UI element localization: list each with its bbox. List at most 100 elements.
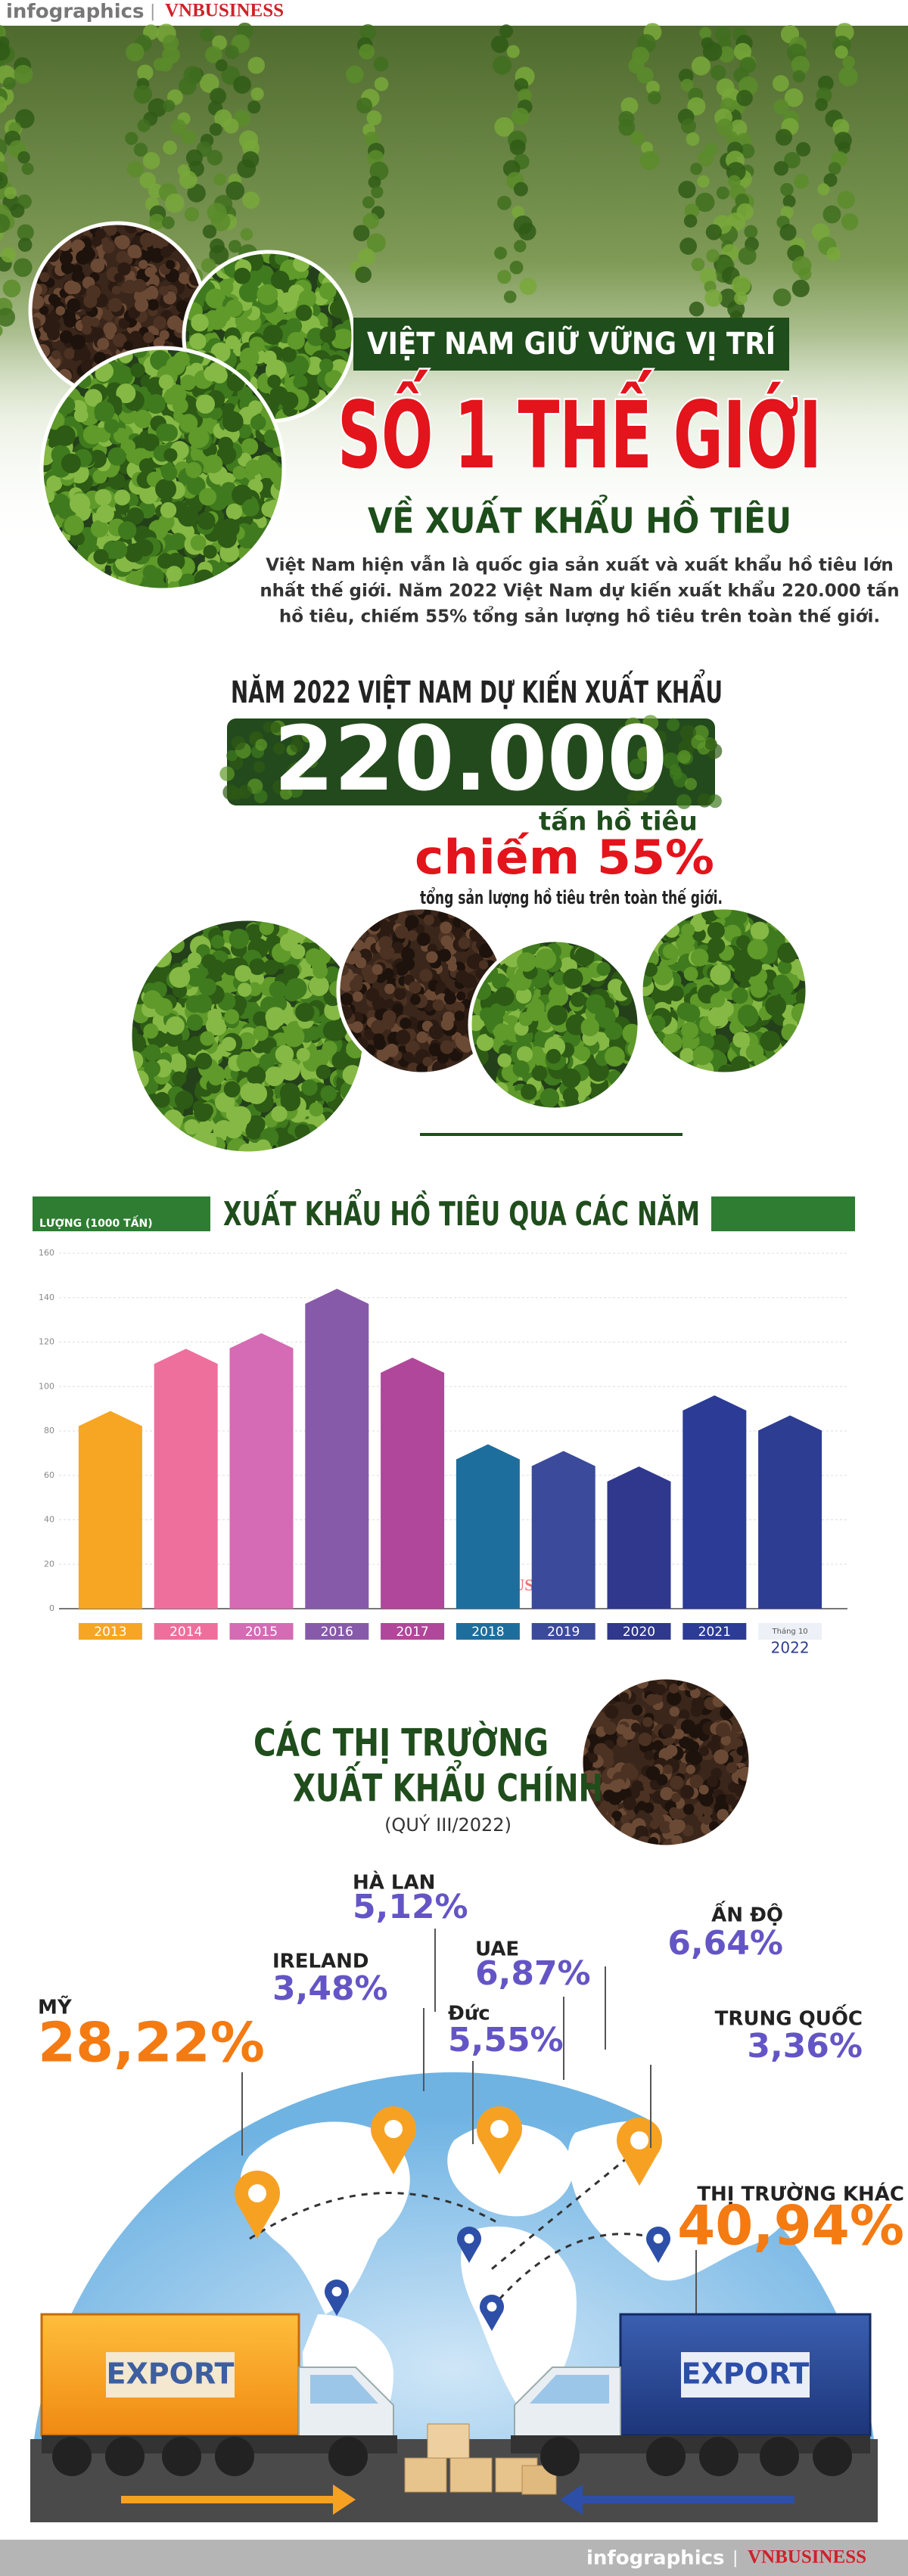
peppercorn: [437, 1051, 449, 1064]
peppercorn: [285, 318, 303, 334]
peppercorn: [416, 1063, 428, 1074]
peppercorn: [690, 1705, 703, 1718]
peppercorn: [188, 427, 210, 448]
peppercorn: [795, 141, 811, 157]
peppercorn: [605, 1022, 623, 1040]
peppercorn: [456, 991, 466, 1001]
y-tick-label: 20: [44, 1559, 54, 1569]
chart-banner-right: [711, 1196, 855, 1231]
peppercorn: [710, 964, 731, 985]
box: [404, 2457, 447, 2493]
peppercorn: [126, 42, 145, 62]
peppercorn: [649, 1820, 660, 1830]
peppercorn: [540, 1088, 560, 1108]
peppercorn: [174, 1091, 194, 1110]
peppercorn: [400, 1017, 412, 1029]
peppercorn: [652, 1740, 664, 1751]
peppercorn: [14, 64, 33, 84]
peppercorn: [262, 350, 277, 365]
peppercorn: [747, 939, 768, 960]
peppercorn: [133, 85, 153, 104]
continent: [447, 2123, 574, 2217]
peppercorn: [0, 24, 6, 41]
peppercorn: [676, 1002, 695, 1020]
route: [498, 2233, 659, 2301]
peppercorn: [362, 196, 375, 209]
peppercorn: [248, 400, 263, 415]
peppercorn: [286, 762, 303, 780]
box: [449, 2457, 493, 2493]
peppercorn: [409, 981, 421, 995]
highlight-share: chiếm 55%: [415, 830, 714, 885]
peppercorn: [225, 503, 243, 520]
peppercorn: [305, 948, 323, 966]
peppercorn: [0, 42, 11, 61]
peppercorn: [229, 240, 241, 253]
truck-label: EXPORT: [682, 2357, 810, 2391]
peppercorn: [794, 173, 809, 189]
peppercorn: [676, 936, 690, 951]
peppercorn: [249, 971, 265, 986]
peppercorn: [619, 1692, 630, 1702]
peppercorn: [129, 331, 142, 344]
peppercorn: [64, 348, 76, 360]
peppercorn: [382, 1010, 396, 1024]
peppercorn: [296, 1047, 310, 1062]
market-name: MỸ: [38, 1995, 73, 2019]
intro-line: Việt Nam hiện vẫn là quốc gia sản xuất v…: [266, 554, 894, 576]
peppercorn: [832, 119, 850, 136]
peppercorn: [680, 79, 694, 92]
route: [491, 2131, 659, 2270]
peppercorn: [669, 764, 681, 776]
peppercorn: [738, 247, 757, 265]
peppercorn: [516, 1046, 533, 1063]
peppercorn: [683, 1738, 695, 1750]
peppercorn: [225, 299, 244, 318]
peppercorn: [440, 1040, 454, 1054]
peppercorn: [835, 45, 848, 59]
peppercorn: [666, 1690, 682, 1706]
peppercorn: [678, 1709, 690, 1721]
peppercorn: [241, 438, 259, 455]
peppercorn: [643, 962, 658, 977]
peppercorn: [293, 374, 308, 390]
x-tick-box: [531, 1623, 595, 1640]
markets-period: (QUÝ III/2022): [384, 1814, 512, 1836]
peppercorn: [432, 999, 445, 1011]
peppercorn: [247, 101, 261, 114]
peppercorn: [222, 784, 239, 800]
peppercorn: [95, 228, 106, 240]
peppercorn: [331, 1051, 351, 1070]
peppercorn: [499, 24, 514, 39]
peppercorn: [137, 119, 151, 132]
pin-hole: [487, 2301, 497, 2312]
peppercorn: [440, 921, 452, 934]
peppercorn: [221, 1036, 237, 1052]
peppercorn: [683, 214, 698, 228]
x-tick-box: [381, 1623, 445, 1640]
footer-publisher: VNBUSINESS: [748, 2547, 866, 2568]
peppercorn: [760, 1030, 781, 1051]
peppercorn: [406, 930, 418, 942]
peppercorn: [617, 725, 633, 740]
peppercorn: [144, 1044, 161, 1061]
peppercorn: [215, 1092, 235, 1113]
peppercorn: [30, 294, 45, 309]
peppercorn: [775, 129, 793, 146]
peppercorn: [160, 501, 177, 519]
peppercorn: [179, 414, 198, 433]
pin: [456, 2227, 481, 2263]
peppercorn: [689, 301, 704, 317]
peppercorn: [732, 1032, 749, 1048]
peppercorn: [104, 418, 120, 434]
peppercorn: [602, 1789, 616, 1802]
peppercorn: [697, 793, 712, 808]
peppercorn: [701, 1814, 712, 1825]
peppercorn: [253, 1026, 269, 1041]
peppercorn: [278, 292, 298, 312]
peppercorn: [715, 1722, 731, 1737]
peppercorn: [259, 920, 275, 936]
market-name: IRELAND: [272, 1951, 369, 1973]
peppercorn: [773, 288, 791, 307]
peppercorn: [680, 1785, 695, 1799]
